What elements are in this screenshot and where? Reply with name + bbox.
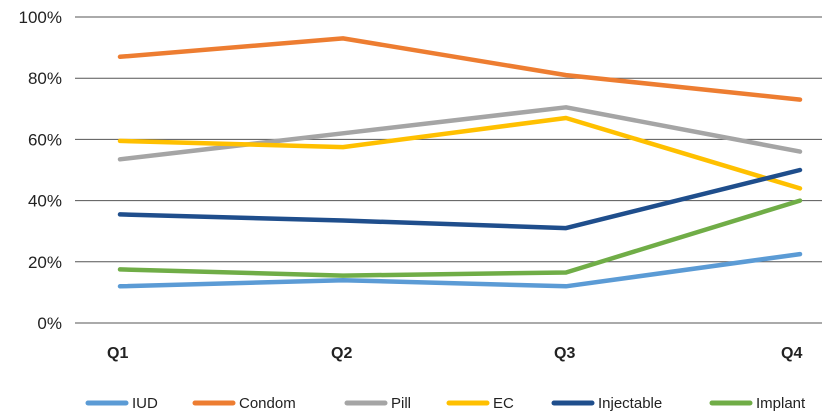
series-lines [117,36,803,289]
series-line-implant [117,198,803,278]
y-tick-label: 40% [28,192,62,211]
legend-label: Injectable [598,395,662,412]
legend: IUD Condom Pill EC Injectable Implant [85,395,806,412]
x-tick-label: Q2 [331,345,352,362]
legend-label: EC [493,395,514,412]
y-tick-label: 80% [28,69,62,88]
legend-label: Pill [391,395,411,412]
legend-item-ec: EC [446,395,514,412]
legend-item-condom: Condom [192,395,296,412]
x-tick-label: Q1 [107,345,128,362]
series-line-ec [117,115,803,191]
legend-label: IUD [132,395,158,412]
series-line-injectable [117,167,803,231]
y-tick-label: 100% [19,8,62,27]
y-tick-label: 60% [28,130,62,149]
y-axis-ticks: 0% 20% 40% 60% 80% 100% [19,8,62,333]
legend-item-iud: IUD [85,395,158,412]
legend-label: Implant [756,395,806,412]
y-tick-label: 20% [28,253,62,272]
series-line-condom [117,36,803,102]
x-tick-label: Q3 [554,345,575,362]
series-line-iud [117,251,803,289]
x-tick-label: Q4 [781,345,802,362]
gridlines [75,16,822,324]
y-tick-label: 0% [37,314,62,333]
legend-item-injectable: Injectable [551,395,662,412]
legend-item-pill: Pill [344,395,411,412]
series-line-pill [117,105,803,162]
x-axis-ticks: Q1 Q2 Q3 Q4 [107,345,802,362]
legend-item-implant: Implant [709,395,806,412]
legend-label: Condom [239,395,296,412]
